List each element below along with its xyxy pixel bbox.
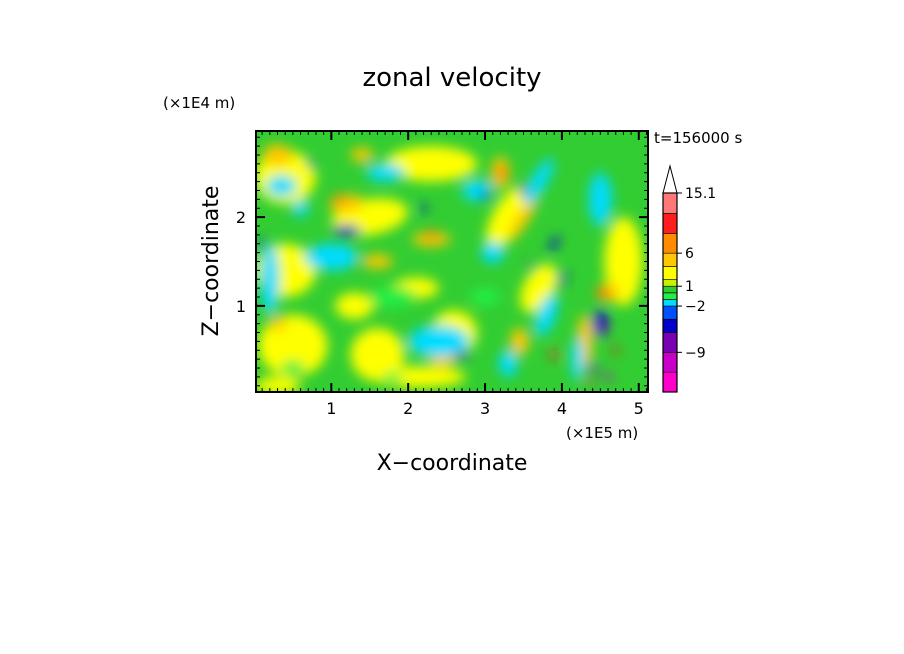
colorbar-tick-label: 6 <box>685 246 694 262</box>
colorbar: 15.1 6 1 −2 −9 <box>662 164 716 393</box>
contour-region <box>350 328 405 382</box>
contour-region <box>454 351 470 359</box>
colorbar-tick-label: −9 <box>685 345 706 361</box>
contour-region <box>259 238 266 250</box>
contour-region <box>535 293 559 336</box>
contour-region <box>268 316 287 331</box>
colorbar-segment <box>662 299 678 307</box>
x-tick-label: 5 <box>634 399 644 418</box>
contour-region <box>332 225 361 236</box>
contour-region <box>604 217 643 306</box>
contour-region <box>365 163 405 182</box>
contour-region <box>256 376 301 392</box>
contour-region <box>412 232 451 247</box>
contour-region <box>588 172 612 226</box>
x-tick-label: 4 <box>557 399 567 418</box>
contour-region <box>509 193 538 241</box>
chart-title: zonal velocity <box>362 63 541 93</box>
contour-region <box>469 288 501 306</box>
contour-region <box>520 183 527 198</box>
colorbar-segment <box>662 266 678 280</box>
contour-region <box>262 144 293 166</box>
colorbar-segment <box>662 252 678 267</box>
y-scale-label: (×1E4 m) <box>163 94 235 112</box>
colorbar-segment <box>662 292 678 300</box>
colorbar-segment <box>662 318 678 333</box>
colorbar-segment <box>662 279 678 287</box>
contour-region <box>523 158 554 205</box>
contour-region <box>281 360 305 376</box>
contour-blobs <box>256 144 643 392</box>
colorbar-segment <box>662 233 678 254</box>
colorbar-tick-label: 15.1 <box>685 186 716 202</box>
colorbar-segment <box>662 332 678 353</box>
colorbar-tick-label: −2 <box>685 299 706 315</box>
contour-region <box>571 336 584 382</box>
colorbar-segment <box>662 305 678 320</box>
x-tick-label: 3 <box>480 399 490 418</box>
colorbar-segment <box>662 213 678 234</box>
contour-region <box>383 371 403 383</box>
contour-region <box>331 194 347 204</box>
contour-region <box>485 185 531 249</box>
y-axis-label: Z−coordinate <box>199 186 224 337</box>
contour-region <box>408 325 470 358</box>
contour-region <box>588 362 597 374</box>
contour-region <box>501 168 507 178</box>
contour-region <box>604 372 612 382</box>
contour-region <box>304 243 359 271</box>
contour-region <box>350 147 374 163</box>
contour-region <box>498 350 518 377</box>
contour-region <box>528 261 534 271</box>
contour-region <box>613 345 619 355</box>
colorbar-tick-label: 1 <box>685 279 694 295</box>
contour-region <box>551 349 558 361</box>
x-tick-label: 1 <box>326 399 336 418</box>
contour-region <box>292 199 309 218</box>
x-axis-label: X−coordinate <box>377 451 528 476</box>
contour-region <box>596 289 605 297</box>
colorbar-frame <box>662 192 678 393</box>
contour-region <box>260 243 280 315</box>
contour-region <box>481 241 505 264</box>
contour-region <box>369 286 416 308</box>
contour-region <box>585 377 592 385</box>
contour-field <box>256 144 643 392</box>
x-tick-label: 2 <box>403 399 413 418</box>
colorbar-segment <box>662 371 678 393</box>
contour-region <box>556 271 568 288</box>
contour-region <box>385 146 478 182</box>
colorbar-segment <box>662 285 678 294</box>
contour-region <box>362 254 393 269</box>
contour-region <box>510 328 529 355</box>
contour-region <box>306 160 315 168</box>
contour-region <box>373 366 466 388</box>
colorbar-segment <box>662 352 678 373</box>
time-label: t=156000 s <box>654 129 742 147</box>
contour-region <box>600 322 609 334</box>
contour-region <box>496 165 505 180</box>
contour-region <box>265 175 297 197</box>
colorbar-segment <box>662 192 678 214</box>
x-axis: 1 2 3 4 5 <box>261 131 647 418</box>
y-tick-label: 2 <box>236 208 246 227</box>
colorbar-extend-arrow <box>662 164 678 194</box>
contour-region <box>335 292 374 320</box>
y-tick-label: 1 <box>236 297 246 316</box>
contour-region <box>549 235 560 252</box>
contour-region <box>423 230 439 240</box>
contour-region <box>419 204 428 212</box>
contour-region <box>481 189 489 201</box>
x-scale-label: (×1E5 m) <box>566 424 638 442</box>
y-axis: 12 <box>236 136 648 387</box>
